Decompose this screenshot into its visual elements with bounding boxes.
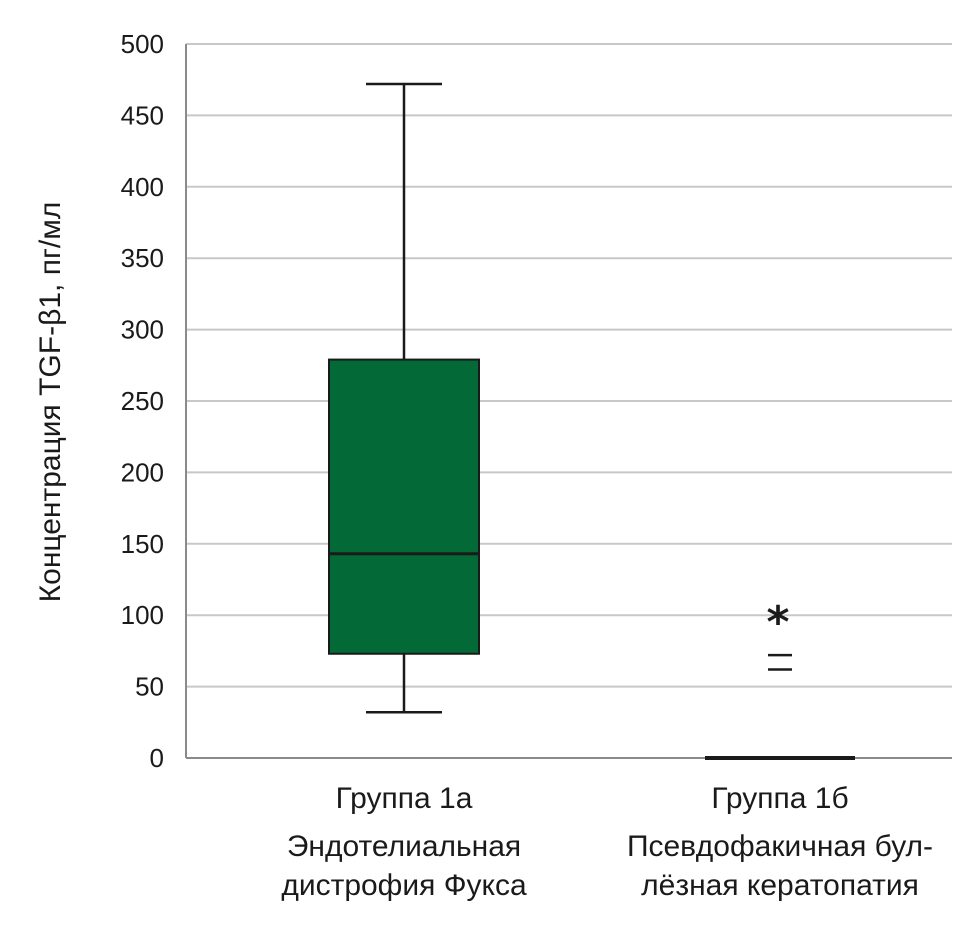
category-label-2-line-2: Псевдофакичная бул- [627,830,933,863]
category-label-1-line-1: Группа 1а [336,782,473,815]
y-tick-label-100: 100 [121,600,164,630]
y-tick-label-350: 350 [121,243,164,273]
box-group-1 [328,82,480,714]
category-label-1-line-3: дистрофия Фукса [281,869,527,902]
y-tick-label-400: 400 [121,172,164,202]
y-tick-label-250: 250 [121,386,164,416]
category-label-2-line-1: Группа 1б [711,782,848,815]
box-group-2: * [705,597,855,760]
y-tick-label-500: 500 [121,29,164,59]
grid-lines [186,43,952,688]
y-tick-label-150: 150 [121,529,164,559]
y-tick-label-50: 50 [135,672,164,702]
category-labels: Группа 1а Эндотелиальная дистрофия Фукса Гр… [281,782,933,902]
boxes: * [328,82,855,760]
y-axis-title: Концентрация TGF-β1, пг/мл [34,202,67,603]
category-label-1-line-2: Эндотелиальная [287,830,521,863]
y-tick-label-450: 450 [121,100,164,130]
iqr-box [328,358,480,655]
y-tick-labels: 0 50 100 150 200 250 300 350 400 450 500 [121,29,164,773]
category-label-2-line-3: лёзная кератопатия [641,869,919,902]
y-tick-label-300: 300 [121,315,164,345]
y-tick-label-0: 0 [150,743,164,773]
y-tick-label-200: 200 [121,457,164,487]
extreme-mark-1: * [766,597,789,648]
